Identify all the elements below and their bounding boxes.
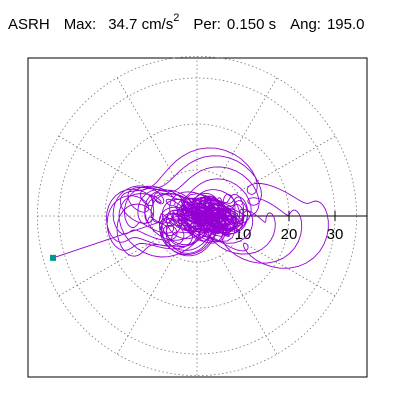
angle-label: Ang:: [290, 16, 321, 33]
grid-spoke: [116, 255, 175, 355]
period-value: 0.150 s: [226, 16, 277, 33]
period-label: Per:: [193, 16, 221, 33]
grid-spoke: [58, 238, 158, 297]
plot-frame: [27, 57, 368, 378]
max-unit-exponent: 2: [173, 12, 180, 24]
end-marker: [50, 254, 57, 261]
x-tick-label: 30: [327, 226, 344, 243]
grid-spoke: [219, 255, 278, 355]
grid-spoke: [219, 77, 278, 177]
grid-spoke: [236, 135, 336, 194]
max-label: Max:: [63, 16, 97, 33]
station-name: ASRH: [8, 16, 50, 33]
grid-spoke: [58, 135, 158, 194]
grid-spoke: [116, 77, 175, 177]
grid-spoke: [236, 238, 336, 297]
max-value: 34.7 cm/s: [108, 16, 174, 33]
x-tick-label: 20: [281, 226, 298, 243]
markers: [50, 254, 57, 261]
trace-core: [172, 193, 245, 244]
chart-header: ASRH Max: 34.7 cm/s2 Per: 0.150 s Ang: 195.0: [8, 12, 365, 33]
angle-value: 195.0: [326, 16, 365, 33]
particle-trace: [52, 147, 329, 269]
